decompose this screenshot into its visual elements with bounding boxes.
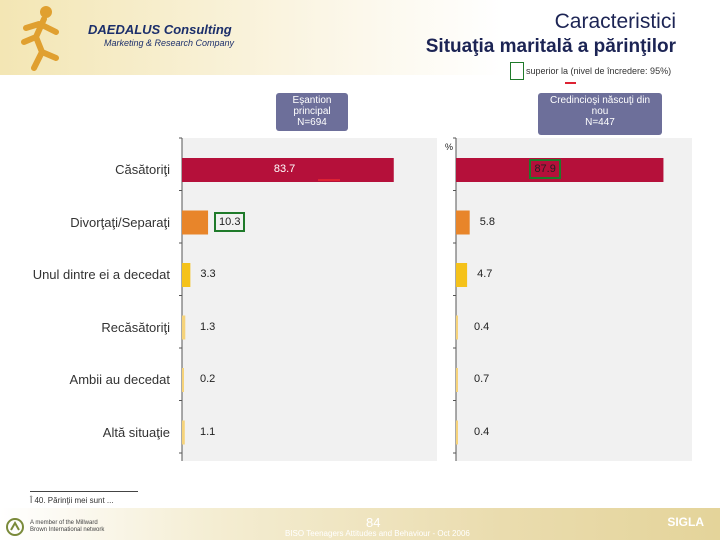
significance-legend-icon <box>510 62 524 80</box>
page-number: 84 <box>366 515 381 530</box>
group-label-sub: Credincioşi născuţi din nou N=447 <box>538 93 662 135</box>
data-label-main-4: 0.2 <box>200 373 216 385</box>
bar-main-4 <box>182 368 184 392</box>
category-label: Ambii au decedat <box>69 372 170 387</box>
group-sub-label: Credincioşi născuţi din nou <box>549 95 651 117</box>
footer-band <box>0 508 720 540</box>
bar-main-1 <box>182 210 209 235</box>
network-text: A member of the Millward Brown Internati… <box>30 520 105 533</box>
brand-name: DAEDALUS Consulting <box>88 22 232 37</box>
significance-marker-icon <box>565 82 576 84</box>
significance-note: superior la (nivel de încredere: 95%) <box>526 66 672 76</box>
panel-background-sub <box>456 138 692 461</box>
bar-main-0 <box>182 158 394 182</box>
group-main-label: Eşantion principal <box>292 95 332 117</box>
category-label: Unul dintre ei a decedat <box>32 267 170 282</box>
bar-chart <box>179 137 692 461</box>
data-label-sub-3: 0.4 <box>474 320 490 333</box>
category-label: Căsătoriţi <box>115 162 170 177</box>
data-label-main-3: 1.3 <box>200 320 216 333</box>
runner-icon <box>21 6 59 71</box>
bar-main-5 <box>182 420 185 445</box>
significance-underline <box>318 179 340 181</box>
data-label-main-5: 1.1 <box>200 425 216 438</box>
bar-main-2 <box>182 263 191 287</box>
panel-background-main <box>182 138 437 461</box>
group-sub-n: N=447 <box>585 117 615 128</box>
footnote-divider <box>30 491 138 492</box>
data-label-sub-4: 0.7 <box>474 373 490 385</box>
data-label-main-2: 3.3 <box>200 268 216 280</box>
bar-sub-3 <box>456 315 458 340</box>
header-band <box>0 0 720 75</box>
brand-tagline: Marketing & Research Company <box>104 38 235 48</box>
category-label: Divorţaţi/Separaţi <box>70 214 170 230</box>
data-label-main-0: 83.7 <box>273 163 296 175</box>
data-label-sub-2: 4.7 <box>477 268 493 280</box>
bar-main-3 <box>182 315 186 340</box>
category-label: Recăsătoriţi <box>101 319 170 335</box>
data-label-sub-5: 0.4 <box>474 425 490 438</box>
bar-sub-1 <box>456 210 470 235</box>
footnote: Î 40. Părinţii mei sunt ... <box>30 496 114 505</box>
data-label-sub-1: 5.8 <box>479 215 495 228</box>
unit-label: % <box>445 142 454 152</box>
bar-sub-2 <box>456 263 468 287</box>
slide-title: Caracteristici <box>554 10 676 33</box>
group-main-n: N=694 <box>297 117 327 128</box>
bar-sub-5 <box>456 420 458 445</box>
study-name: BISO Teenagers Attitudes and Behaviour -… <box>285 529 470 538</box>
group-label-main: Eşantion principal N=694 <box>276 93 348 131</box>
network-logo-icon <box>6 518 24 536</box>
category-label: Altă situaţie <box>102 424 170 440</box>
data-label-main-1: 10.3 <box>214 211 246 232</box>
bar-sub-4 <box>456 368 458 392</box>
data-label-sub-0: 87.9 <box>529 159 561 179</box>
slide-subtitle: Situaţia maritală a părinţilor <box>425 36 676 57</box>
footer-brand: SIGLA <box>667 515 704 529</box>
